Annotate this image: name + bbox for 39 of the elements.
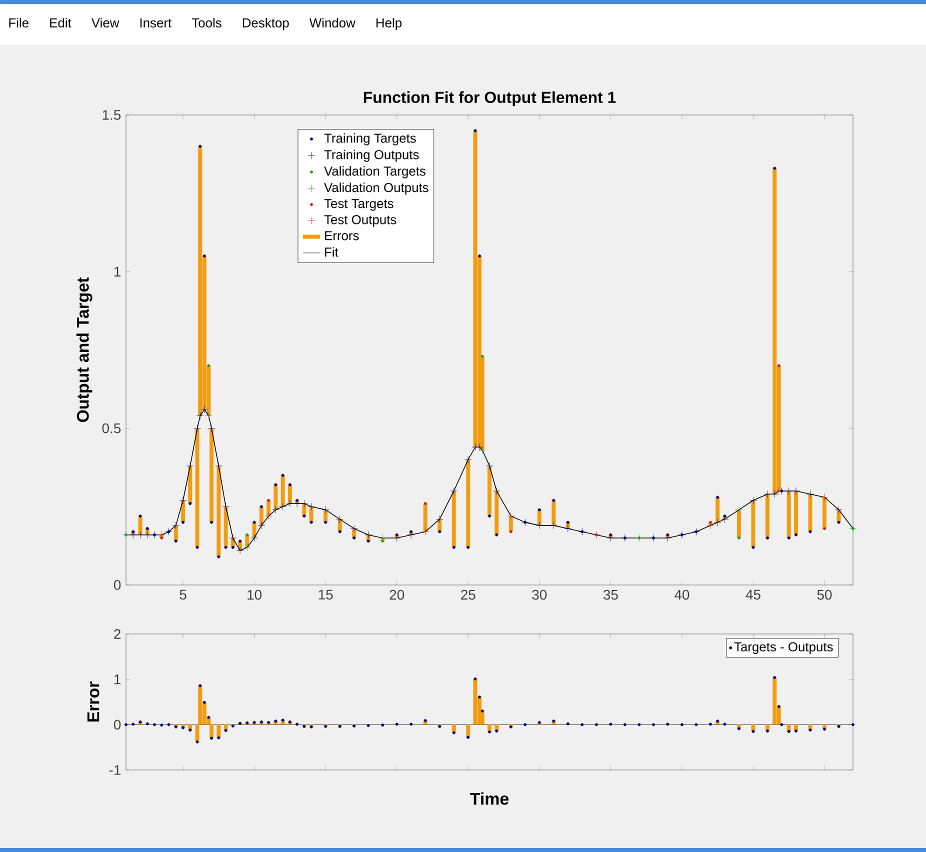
legend-label: Test Outputs (324, 215, 396, 227)
chart-title: Function Fit for Output Element 1 (364, 91, 616, 106)
y-tick-label: 0 (114, 580, 121, 590)
y-axis-title: Output and Target (76, 277, 92, 422)
x-tick-label: 20 (390, 590, 404, 600)
legend-label: Test Targets (324, 199, 394, 211)
legend-label: Training Outputs (324, 150, 419, 162)
text: Help (376, 18, 402, 30)
legend-label: Validation Outputs (324, 182, 428, 195)
x-tick-label: 30 (532, 590, 547, 600)
legend-label: Targets - Outputs (734, 642, 833, 654)
legend-label: Fit (325, 247, 338, 257)
x-tick-label: 10 (248, 590, 262, 600)
y-tick-label: 2 (114, 629, 120, 639)
text: Tools (192, 18, 222, 28)
text: Window (309, 18, 356, 28)
legend-label: Training Targets (324, 133, 416, 146)
legend-label: Validation Targets (324, 166, 426, 178)
text: File (9, 18, 28, 28)
text: Edit (50, 18, 72, 28)
y-tick-label: -1 (109, 765, 120, 775)
x-tick-label: 5 (180, 590, 186, 600)
y-tick-label: 0.5 (102, 423, 121, 434)
x-tick-label: 45 (746, 590, 760, 600)
x-tick-label: 50 (817, 590, 832, 600)
legend-label: Errors (325, 231, 359, 240)
y-tick-label: 1 (114, 266, 120, 276)
y-tick-label: 1.5 (102, 110, 121, 120)
x-tick-label: 25 (461, 590, 476, 600)
y-tick-label: 1 (114, 674, 120, 684)
y-tick-label: 0 (114, 720, 121, 730)
x-tick-label: 15 (318, 590, 333, 600)
text: Insert (140, 18, 172, 28)
x-tick-label: 35 (603, 590, 618, 600)
text: Desktop (242, 18, 289, 30)
text: View (91, 18, 120, 28)
x-axis-title: Time (470, 792, 509, 805)
y-axis-title: Error (87, 682, 100, 722)
x-tick-label: 40 (674, 590, 690, 600)
